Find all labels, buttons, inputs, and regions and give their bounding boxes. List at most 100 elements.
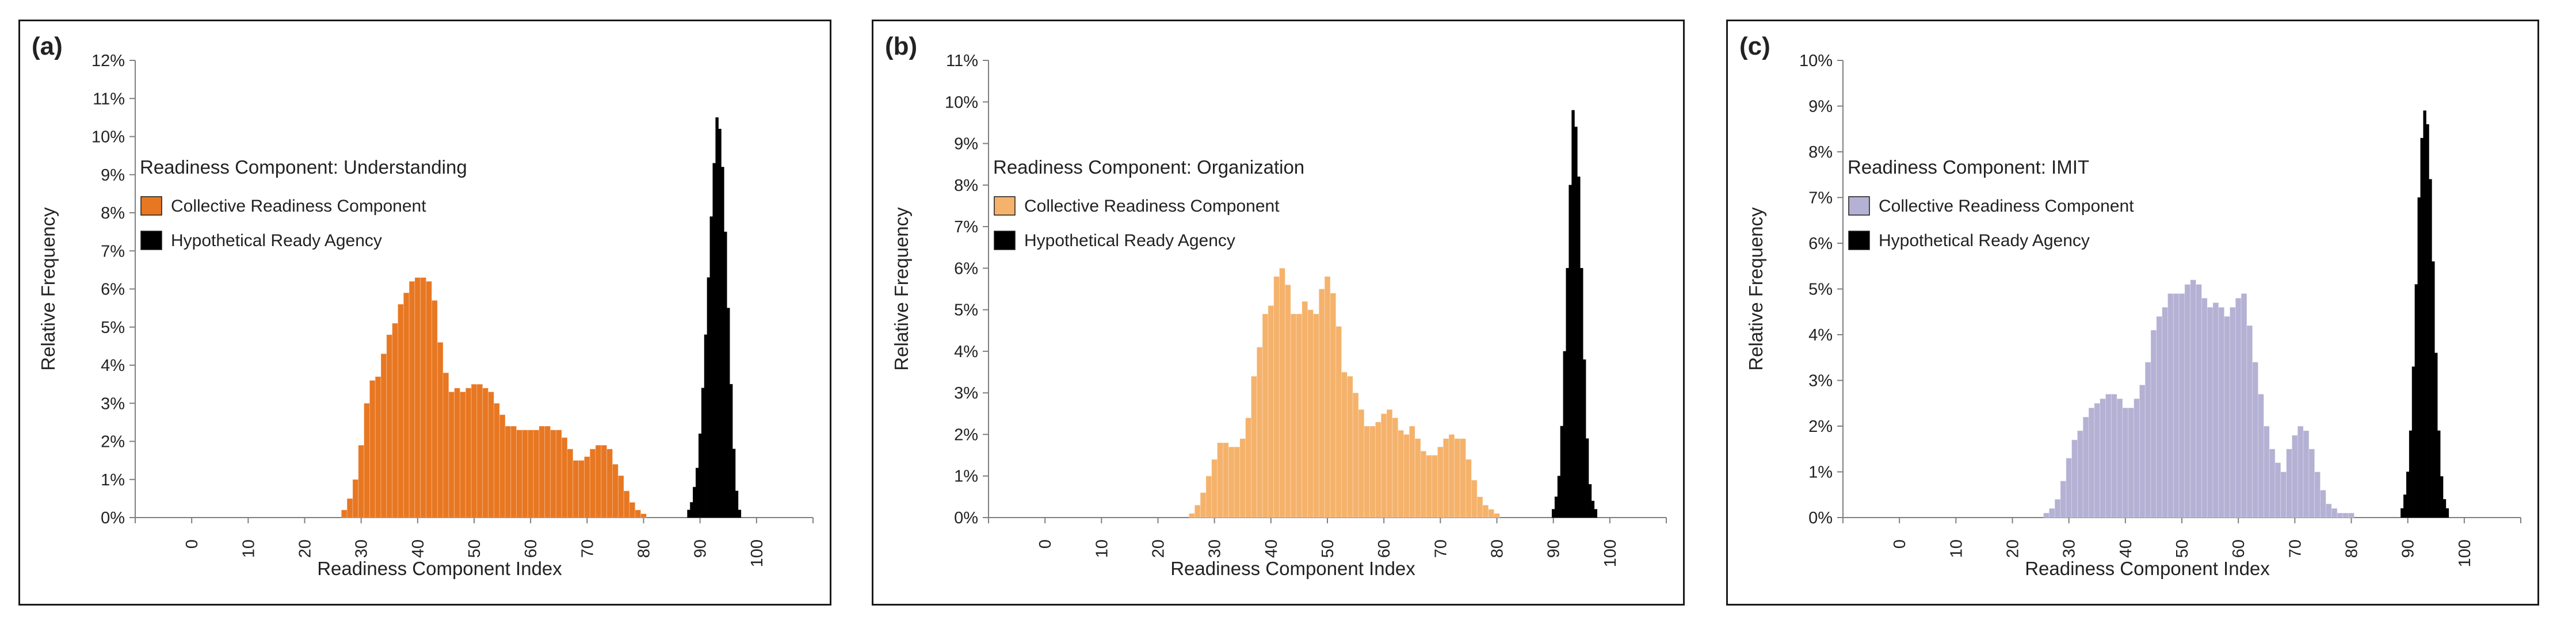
histogram-bar <box>2116 398 2123 518</box>
histogram-bar <box>715 117 719 518</box>
histogram-bar <box>2406 472 2410 518</box>
histogram-bar <box>1414 438 1421 518</box>
y-axis-title: Relative Frequency <box>1745 207 1766 371</box>
histogram-bar <box>1588 484 1592 518</box>
y-tick-label: 10% <box>1799 52 1833 70</box>
legend-swatch <box>140 231 162 250</box>
histogram-bar <box>2184 284 2191 518</box>
histogram-bar <box>1251 376 1257 518</box>
histogram-bar <box>1262 313 1269 518</box>
histogram-bar <box>1420 450 1427 518</box>
histogram-bar <box>1582 359 1586 518</box>
histogram-bar <box>1437 446 1444 518</box>
histogram-bar <box>358 445 364 518</box>
histogram-bar <box>1222 442 1229 518</box>
histogram-bar <box>2235 297 2242 518</box>
y-tick-label: 7% <box>101 242 125 261</box>
histogram-bar <box>505 426 512 518</box>
histogram-bar <box>696 468 699 518</box>
histogram-bar <box>718 129 722 518</box>
histogram-bar <box>2054 499 2061 518</box>
x-tick-label: 100 <box>1601 539 1620 567</box>
histogram-bar <box>516 430 522 518</box>
y-tick-label: 3% <box>954 384 978 403</box>
legend-swatch <box>994 196 1016 216</box>
histogram-bar <box>2325 503 2332 518</box>
histogram-bar <box>687 510 690 518</box>
histogram-bar <box>488 391 494 518</box>
histogram-bar <box>2246 325 2253 518</box>
x-tick-label: 50 <box>1319 539 1337 558</box>
y-tick-label: 4% <box>954 343 978 361</box>
y-tick-label: 6% <box>101 281 125 299</box>
histogram-bar <box>1335 326 1342 518</box>
histogram-bar <box>2337 512 2344 518</box>
x-tick-label: 90 <box>1545 539 1563 558</box>
histogram-bar <box>544 426 551 518</box>
histogram-bar <box>2414 284 2418 518</box>
y-tick-label: 10% <box>91 128 125 147</box>
x-tick-label: 40 <box>2117 539 2135 558</box>
x-tick-label: 40 <box>409 539 428 558</box>
histogram-bar <box>392 323 398 518</box>
histogram-bar <box>1228 446 1235 518</box>
histogram-bar <box>2308 449 2315 518</box>
histogram-bar <box>1569 185 1572 518</box>
legend-label: Hypothetical Ready Agency <box>1024 231 1235 250</box>
y-tick-label: 5% <box>1808 281 1833 299</box>
histogram-bar <box>420 277 426 518</box>
histogram-bar <box>1454 438 1461 518</box>
histogram-bar <box>2417 197 2421 518</box>
y-tick-label: 4% <box>1808 326 1833 344</box>
y-tick-label: 2% <box>101 433 125 451</box>
legend-swatch <box>140 196 162 216</box>
histogram-bar <box>1392 417 1399 518</box>
y-tick-label: 1% <box>101 471 125 489</box>
histogram-bar <box>1290 313 1297 518</box>
histogram-bar <box>2048 508 2055 518</box>
histogram-bar <box>1386 409 1393 518</box>
histogram-bar <box>2156 316 2163 518</box>
histogram-bar <box>499 414 506 518</box>
histogram-bar <box>493 403 500 518</box>
histogram-bar <box>1580 268 1583 518</box>
histogram-bar <box>635 510 641 518</box>
x-tick-label: 0 <box>183 539 201 549</box>
histogram-bar <box>2445 508 2449 518</box>
histogram-bar <box>2060 481 2067 518</box>
histogram-bar <box>1239 438 1246 518</box>
histogram-bar <box>2071 439 2078 518</box>
histogram-bar <box>1346 376 1353 518</box>
histogram-bar <box>1273 276 1280 518</box>
histogram-bar <box>601 445 608 518</box>
histogram-bar <box>1476 496 1483 518</box>
histogram-bar <box>2269 449 2276 518</box>
histogram-bar <box>589 449 596 518</box>
histogram-bar <box>1557 476 1561 518</box>
histogram-bar <box>1302 301 1308 518</box>
histogram-bar <box>2230 307 2236 518</box>
histogram-bar <box>2258 393 2264 518</box>
y-tick-label: 2% <box>954 426 978 444</box>
y-tick-label: 6% <box>954 259 978 278</box>
histogram-bar <box>721 167 724 518</box>
histogram-bar <box>465 388 472 518</box>
y-tick-label: 7% <box>954 218 978 236</box>
histogram-bar <box>460 391 466 518</box>
histogram-bar <box>738 510 742 518</box>
histogram-bar <box>1380 413 1387 518</box>
histogram-bar <box>2111 393 2117 518</box>
y-tick-label: 6% <box>1808 235 1833 253</box>
y-tick-label: 8% <box>1808 143 1833 162</box>
histogram-bar <box>2100 398 2106 518</box>
histogram-bar <box>2144 362 2151 518</box>
histogram-bar <box>704 334 708 518</box>
histogram-bar <box>1591 500 1595 518</box>
histogram-bar <box>471 384 478 518</box>
histogram-bar <box>2342 512 2349 518</box>
histogram-bar <box>369 380 376 518</box>
histogram-bar <box>2443 499 2447 518</box>
x-tick-label: 90 <box>692 539 710 558</box>
x-tick-label: 100 <box>748 539 766 567</box>
histogram-bar <box>1448 434 1455 518</box>
